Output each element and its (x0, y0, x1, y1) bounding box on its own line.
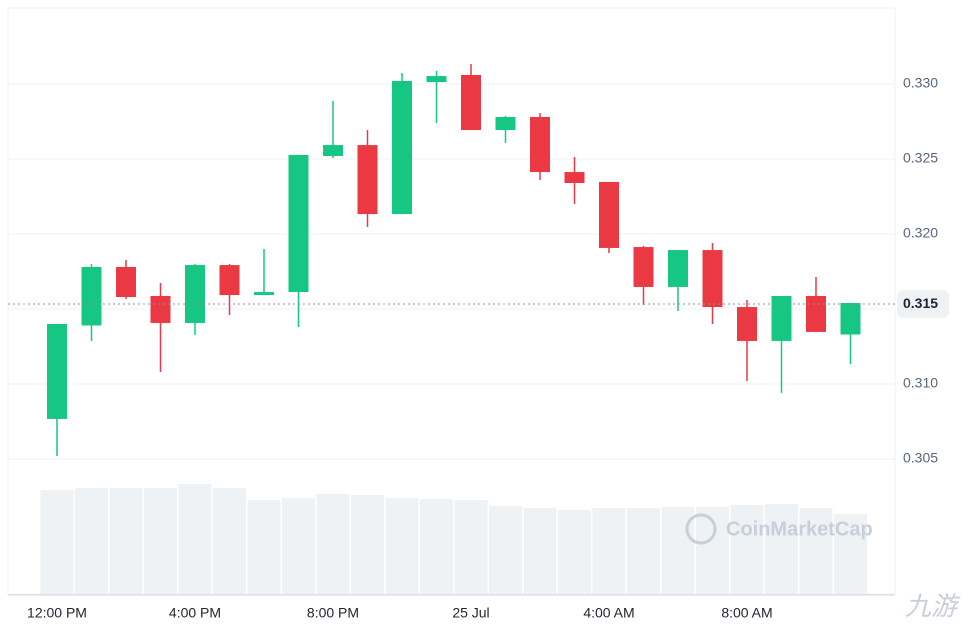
logo-ring (685, 513, 717, 545)
watermark: CoinMarketCap (726, 518, 873, 540)
corner-watermark: 九游 (905, 591, 961, 621)
x-tick-label: 4:00 AM (583, 605, 634, 621)
candle-body (564, 172, 585, 183)
candle-body (219, 265, 240, 296)
candle-body (530, 117, 550, 173)
candle-body (806, 295, 826, 332)
volume-bar (592, 508, 626, 594)
candle-body (771, 295, 792, 341)
y-tick-label: 0.320 (903, 225, 938, 241)
volume-bar (834, 514, 867, 594)
candle-body (702, 250, 723, 308)
volume-bar (213, 488, 246, 594)
volume-bar (558, 510, 591, 594)
volume-bar (523, 508, 557, 594)
volume-bar (765, 504, 798, 594)
y-tick-label: 0.330 (903, 75, 938, 91)
volume-bar (454, 500, 488, 594)
volume-bar (730, 505, 764, 594)
candle-body (426, 76, 447, 83)
y-tick-label: 0.305 (903, 450, 938, 466)
volume-bar (799, 508, 833, 594)
candle-body (185, 265, 205, 323)
current-price-label: 0.315 (903, 295, 938, 311)
candle-body (737, 307, 757, 341)
volume-bar (316, 494, 350, 594)
current-price-box (897, 290, 949, 319)
volume-bar (627, 508, 660, 594)
candle-body (254, 292, 274, 296)
candle-body (495, 117, 516, 131)
volume-bar (144, 488, 177, 594)
candle-body (323, 145, 343, 156)
volume-bar (178, 484, 212, 594)
x-tick-label: 8:00 PM (307, 605, 359, 621)
y-tick-label: 0.325 (903, 150, 938, 166)
watermark-logo (685, 513, 717, 545)
candle-body (288, 154, 309, 293)
candle-body (599, 181, 619, 248)
candle-body (633, 247, 654, 287)
volume-bar (75, 488, 108, 594)
candle-body (840, 303, 861, 335)
candle-body (116, 267, 136, 297)
x-tick-label: 12:00 PM (27, 605, 87, 621)
volume-bar (40, 490, 74, 594)
x-tick-label: 25 Jul (452, 605, 489, 621)
candle-body (47, 324, 67, 419)
volume-bar (247, 500, 281, 594)
candle-body (392, 81, 412, 215)
volume-bar (385, 498, 419, 594)
candle-body (461, 75, 481, 131)
y-tick-label: 0.310 (903, 375, 938, 391)
volume-bar (489, 506, 522, 594)
volume-bar (109, 488, 143, 594)
volume-bar (351, 495, 384, 594)
volume-bar (282, 498, 315, 594)
candle-body (357, 145, 378, 215)
candle-body (668, 250, 688, 287)
volume-bar (420, 499, 453, 594)
x-tick-label: 4:00 PM (169, 605, 221, 621)
candle-body (81, 267, 102, 326)
candle-body (150, 295, 171, 323)
x-tick-label: 8:00 AM (721, 605, 772, 621)
